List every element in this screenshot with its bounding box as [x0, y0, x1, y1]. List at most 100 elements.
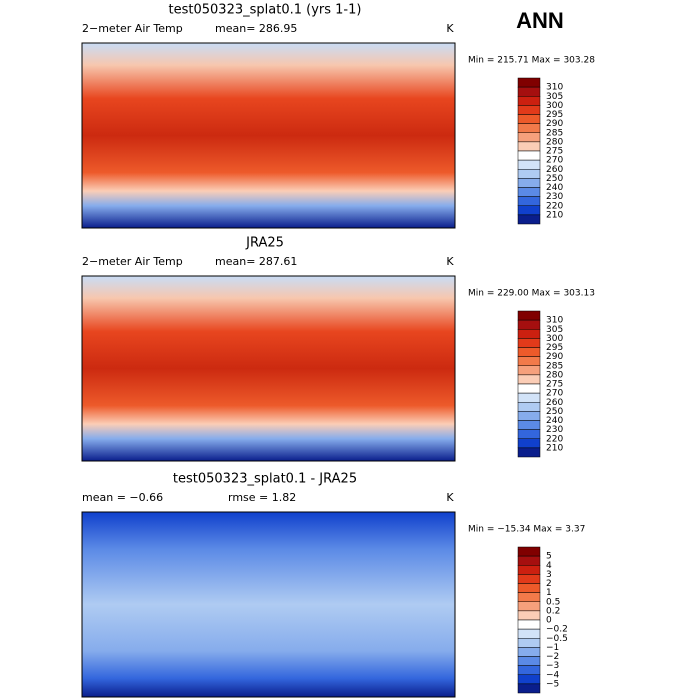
colorbar-box: [517, 310, 541, 321]
colorbar-box: [517, 123, 541, 133]
colorbar-box: [517, 392, 541, 403]
map: [81, 511, 456, 698]
colorbar-label: 0.5: [546, 597, 560, 607]
colorbar-label: 250: [546, 407, 563, 417]
colorbar-label: 275: [546, 380, 563, 390]
colorbar-box: [517, 638, 541, 648]
colorbar-box: [517, 141, 541, 152]
colorbar-box: [517, 319, 541, 330]
colorbar-label: 230: [546, 192, 563, 202]
colorbar-box: [517, 438, 541, 449]
colorbar-label: 240: [546, 416, 563, 426]
colorbar-label: 4: [546, 561, 552, 571]
colorbar-box: [517, 420, 541, 430]
colorbar-box: [517, 86, 541, 97]
colorbar-label: 240: [546, 183, 563, 193]
colorbar-label: 2: [546, 579, 552, 589]
colorbar-label: −0.2: [546, 625, 568, 635]
colorbar-box: [517, 178, 541, 188]
colorbar-label: 270: [546, 156, 563, 166]
colorbar-label: −2: [546, 652, 559, 662]
units-label: K: [446, 22, 454, 35]
colorbar-box: [517, 205, 541, 216]
middle-label: mean= 286.95: [215, 22, 297, 35]
colorbar-label: 295: [546, 343, 563, 353]
colorbar-box: [517, 628, 541, 639]
colorbar-box: [517, 114, 541, 124]
colorbar-box: [517, 383, 541, 394]
middle-label: rmse = 1.82: [228, 491, 296, 504]
colorbar-box: [517, 132, 541, 143]
colorbar-box: [517, 674, 541, 685]
colorbar-label: 280: [546, 370, 563, 380]
colorbar-box: [517, 619, 541, 630]
colorbar-label: 0: [546, 616, 552, 626]
panel-title: test050323_splat0.1 (yrs 1-1): [169, 3, 362, 18]
colorbar-box: [517, 647, 541, 657]
colorbar-label: −4: [546, 670, 560, 680]
colorbar-label: 285: [546, 361, 563, 371]
colorbar-box: [517, 656, 541, 666]
colorbar-label: 0.2: [546, 606, 560, 616]
colorbar-box: [517, 77, 541, 88]
colorbar-label: 300: [546, 334, 563, 344]
colorbar-label: 250: [546, 174, 563, 184]
colorbar-box: [517, 565, 541, 575]
colorbar-box: [517, 610, 541, 621]
range-label: Min = −15.34 Max = 3.37: [468, 525, 585, 535]
colorbar-box: [517, 196, 541, 206]
colorbar-box: [517, 347, 541, 357]
colorbar-box: [517, 169, 541, 179]
colorbar-box: [517, 447, 541, 458]
colorbar-label: 290: [546, 352, 563, 362]
left-label: 2−meter Air Temp: [82, 255, 183, 268]
colorbar-label: 285: [546, 128, 563, 138]
colorbar-label: 270: [546, 389, 563, 399]
colorbar-label: 210: [546, 443, 563, 453]
colorbar-label: 300: [546, 101, 563, 111]
season-title: ANN: [516, 8, 564, 33]
colorbar-box: [517, 574, 541, 584]
colorbar-label: 290: [546, 119, 563, 129]
colorbar-label: 230: [546, 425, 563, 435]
colorbar-label: −3: [546, 661, 559, 671]
colorbar-box: [517, 592, 541, 602]
colorbar-box: [517, 429, 541, 439]
colorbar-box: [517, 214, 541, 225]
colorbar-label: 220: [546, 201, 563, 211]
colorbar-label: 305: [546, 92, 563, 102]
colorbar-label: 260: [546, 398, 563, 408]
map: [81, 42, 456, 229]
colorbar-box: [517, 96, 541, 106]
colorbar-box: [517, 159, 541, 170]
colorbar-label: 1: [546, 588, 552, 598]
colorbar-label: 275: [546, 147, 563, 157]
colorbar-label: 310: [546, 316, 563, 326]
colorbar-label: 295: [546, 110, 563, 120]
units-label: K: [446, 491, 454, 504]
colorbar-box: [517, 374, 541, 385]
colorbar-label: 260: [546, 165, 563, 175]
colorbar-label: 5: [546, 552, 552, 562]
colorbar-box: [517, 555, 541, 566]
colorbar-box: [517, 683, 541, 694]
colorbar-label: 3: [546, 570, 552, 580]
colorbar-label: 305: [546, 325, 563, 335]
colorbar-label: 280: [546, 137, 563, 147]
colorbar-label: −0.5: [546, 634, 568, 644]
colorbar-label: 310: [546, 83, 563, 93]
colorbar-box: [517, 411, 541, 421]
colorbar-box: [517, 665, 541, 675]
colorbar-box: [517, 105, 541, 115]
map: [81, 275, 456, 462]
left-label: 2−meter Air Temp: [82, 22, 183, 35]
colorbar-label: −5: [546, 679, 559, 689]
colorbar-box: [517, 365, 541, 376]
range-label: Min = 229.00 Max = 303.13: [468, 289, 595, 299]
colorbar-box: [517, 402, 541, 412]
range-label: Min = 215.71 Max = 303.28: [468, 56, 595, 66]
colorbar-box: [517, 187, 541, 197]
colorbar-box: [517, 338, 541, 348]
colorbar-box: [517, 601, 541, 612]
